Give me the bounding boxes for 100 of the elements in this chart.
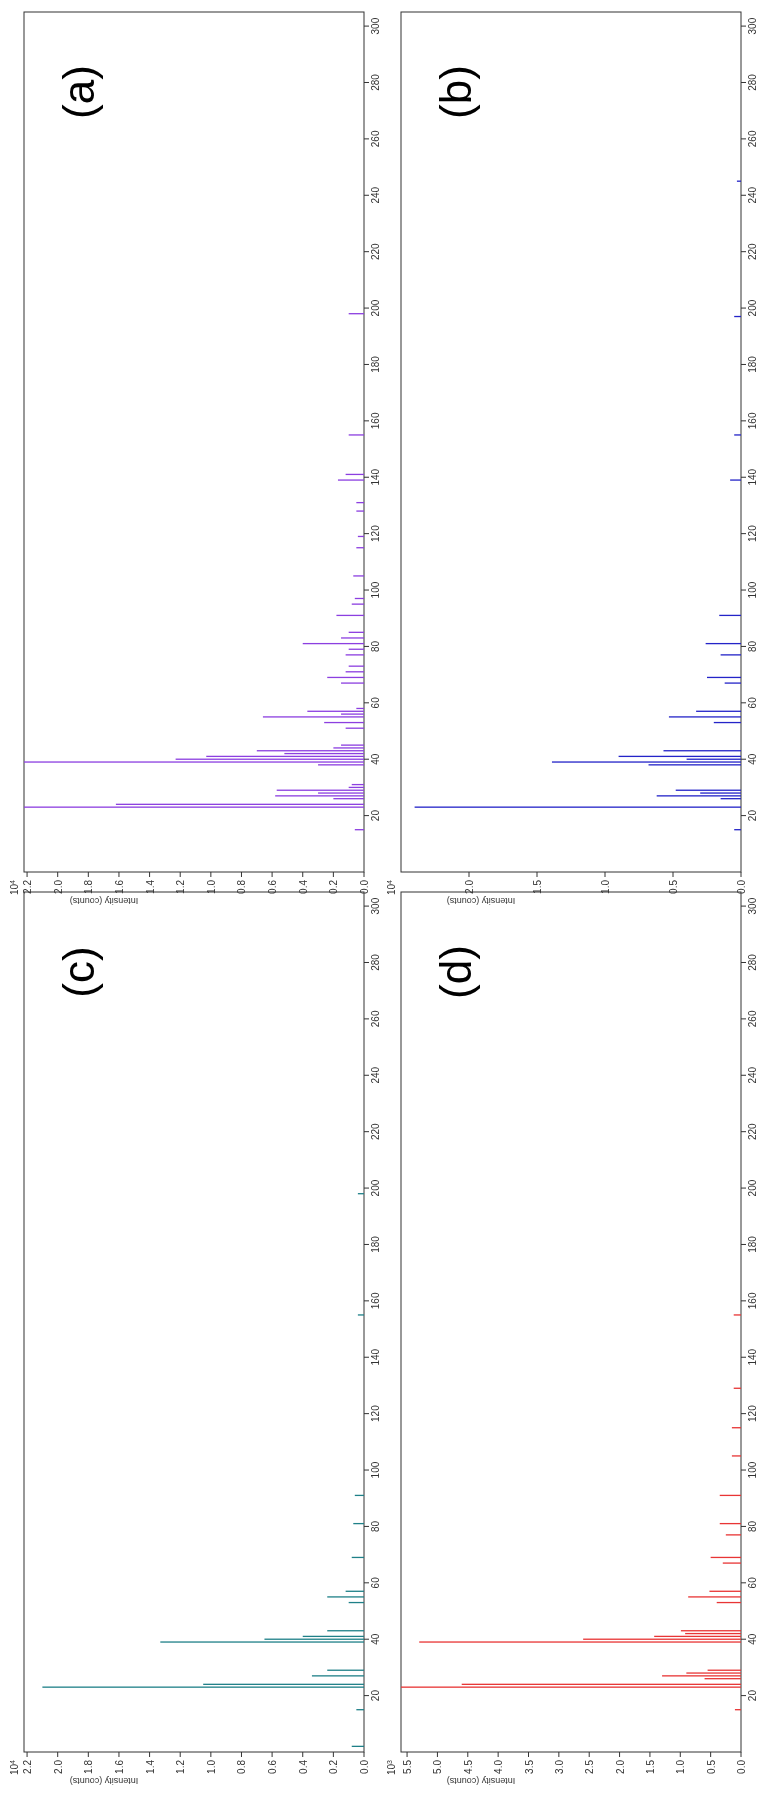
x-tick-label: 2.0 [52,1759,64,1774]
y-tick-label: 180 [747,355,758,373]
y-tick-label: 260 [747,1010,758,1028]
y-tick-label: 220 [747,1122,758,1141]
y-tick-label: 240 [370,186,381,204]
y-tick-label: 160 [370,412,381,430]
y-tick-label: 60 [370,1576,381,1589]
x-tick-label: 0.5 [668,879,679,894]
y-tick-label: 300 [747,897,758,915]
x-axis-title: Intensity (counts) [69,1776,139,1786]
y-tick-label: 60 [747,1576,758,1589]
y-tick-label: 280 [747,953,758,971]
y-tick-label: 160 [747,412,758,430]
y-tick-label: 80 [747,1520,758,1532]
y-tick-label: 120 [747,1404,758,1422]
y-tick-label: 120 [747,524,758,542]
y-tick-label: 200 [370,1179,381,1197]
text: (c) [54,946,103,998]
y-tick-label: 20 [370,1689,381,1702]
y-tick-label: 280 [370,73,381,91]
y-tick-label: 200 [747,1179,758,1197]
y-tick-label: 40 [747,753,758,765]
text: (d) [431,945,480,999]
y-tick-label: 260 [370,130,381,148]
text: (a) [54,65,103,119]
x-tick-label: 1.0 [600,879,611,894]
x-tick-label: 2.0 [614,1759,626,1774]
x-tick-label: 1.6 [113,1759,125,1774]
x-tick-label: 1.8 [83,1759,95,1774]
x-tick-label: 0.8 [236,1759,248,1774]
y-tick-label: 40 [747,1633,758,1645]
x-tick-label: 2.5 [584,1759,596,1774]
y-tick-label: 220 [747,242,758,261]
y-tick-label: 80 [747,640,758,652]
y-tick-label: 140 [370,1348,381,1366]
y-tick-label: 180 [370,355,381,373]
x-tick-label: 3.5 [523,1759,535,1774]
y-tick-label: 20 [370,809,381,822]
y-tick-label: 100 [747,581,758,599]
y-tick-label: 60 [370,696,381,709]
y-tick-label: 20 [747,809,758,822]
y-tick-label: 220 [370,242,381,261]
x-tick-label: 0.6 [267,879,279,894]
x-tick-label: 0.2 [328,1759,340,1774]
y-tick-label: 300 [747,17,758,35]
x-tick-label: 0.5 [705,1759,717,1774]
y-tick-label: 140 [370,468,381,486]
x-tick-label: 1.4 [144,879,156,894]
y-tick-label: 80 [370,1520,381,1532]
y-tick-label: 180 [747,1235,758,1253]
x-axis-title: Intensity (counts) [69,896,139,906]
y-tick-label: 140 [747,1348,758,1366]
x-tick-label: 0.0 [736,879,747,894]
y-tick-label: 120 [370,524,381,542]
y-tick-label: 100 [370,1461,381,1479]
y-tick-label: 40 [370,753,381,765]
x-tick-label: 1.0 [205,1759,217,1774]
x-axis-title: Intensity (counts) [446,896,516,906]
x-tick-label: 5.5 [402,1759,414,1774]
x-tick-label: 1.5 [644,1759,656,1774]
x-tick-label: 0.0 [736,1759,747,1774]
y-tick-label: 80 [370,640,381,652]
y-tick-label: 180 [370,1235,381,1253]
x-tick-label: 1.4 [144,1759,156,1774]
y-tick-label: 200 [370,299,381,317]
y-tick-label: 100 [747,1461,758,1479]
x-tick-label: 0.4 [297,1759,309,1774]
y-tick-label: 60 [747,696,758,709]
y-tick-label: 300 [370,897,381,915]
y-tick-label: 240 [747,1066,758,1084]
y-tick-label: 100 [370,581,381,599]
x-tick-label: 1.0 [675,1759,687,1774]
y-tick-label: 20 [747,1689,758,1702]
x-tick-label: 0.2 [328,879,340,894]
y-tick-label: 260 [747,130,758,148]
y-tick-label: 200 [747,299,758,317]
y-tick-label: 280 [747,73,758,91]
y-tick-label: 260 [370,1010,381,1028]
y-tick-label: 220 [370,1122,381,1141]
x-tick-label: 4.0 [493,1759,505,1774]
y-tick-label: 240 [747,186,758,204]
y-tick-label: 160 [370,1292,381,1310]
x-tick-label: 1.8 [83,879,95,894]
x-tick-label: 4.5 [462,1759,474,1774]
y-tick-label: 120 [370,1404,381,1422]
x-tick-label: 0.4 [297,879,309,894]
x-tick-label: 1.0 [205,879,217,894]
x-tick-label: 2.0 [464,879,475,894]
x-tick-label: 2.0 [52,879,64,894]
x-tick-label: 1.2 [175,879,187,894]
x-tick-label: 0.0 [359,879,370,894]
x-tick-label: 0.6 [267,1759,279,1774]
x-tick-label: 0.8 [236,879,248,894]
x-tick-label: 2.2 [22,1759,34,1774]
x-tick-label: 2.2 [22,879,34,894]
x-tick-label: 5.0 [432,1759,444,1774]
y-tick-label: 280 [370,953,381,971]
y-tick-label: 300 [370,17,381,35]
x-tick-label: 0.0 [359,1759,370,1774]
y-tick-label: 40 [370,1633,381,1645]
